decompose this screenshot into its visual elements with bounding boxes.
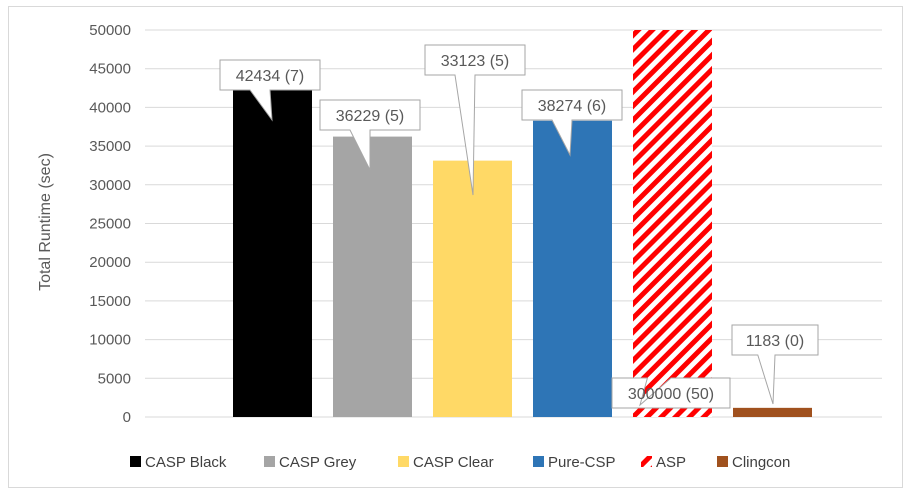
legend-item-casp-black: CASP Black: [130, 454, 227, 471]
y-tick-label: 20000: [89, 254, 131, 271]
callout-box: [521, 89, 623, 157]
y-tick-label: 0: [123, 409, 131, 426]
legend-label: CASP Clear: [413, 454, 494, 471]
y-tick-label: 10000: [89, 332, 131, 349]
legend-item-pure-csp: Pure-CSP: [533, 454, 616, 471]
data-label: 1183 (0): [746, 333, 804, 350]
y-tick-label: 15000: [89, 293, 131, 310]
data-label: 36229 (5): [336, 108, 405, 125]
data-label-callout: 42434 (7): [219, 59, 321, 122]
data-label: 300000 (50): [628, 386, 714, 403]
bar-casp-grey: [333, 136, 412, 418]
legend-swatch: [717, 456, 728, 467]
callout-box: [424, 44, 526, 196]
legend-swatch: [130, 456, 141, 467]
legend-item-casp-grey: CASP Grey: [264, 454, 357, 471]
bar-clingcon: [733, 407, 812, 417]
data-label: 38274 (6): [538, 98, 607, 115]
callout-box: [731, 324, 819, 405]
legend-item-asp: ASP: [641, 454, 686, 471]
y-tick-label: 25000: [89, 216, 131, 233]
bar-casp-black: [233, 88, 312, 417]
legend-label: ASP: [656, 454, 686, 471]
callout-box: [219, 59, 321, 122]
legend-swatch: [398, 456, 409, 467]
y-tick-label: 35000: [89, 138, 131, 155]
y-tick-label: 45000: [89, 61, 131, 78]
data-labels: 42434 (7) 36229 (5) 33123 (5) 38274 (6) 3000…: [219, 44, 819, 409]
legend-item-casp-clear: CASP Clear: [398, 454, 494, 471]
legend-label: Clingcon: [732, 454, 790, 471]
y-tick-label: 30000: [89, 177, 131, 194]
y-axis-label: Total Runtime (sec): [37, 153, 54, 291]
data-label-callout: 300000 (50): [611, 377, 731, 409]
bar-asp: [633, 30, 712, 417]
data-label: 33123 (5): [441, 53, 510, 70]
legend-label: CASP Grey: [279, 454, 357, 471]
data-label-callout: 33123 (5): [424, 44, 526, 196]
bars: [233, 30, 812, 418]
y-tick-label: 40000: [89, 99, 131, 116]
data-label: 42434 (7): [236, 68, 305, 85]
legend-swatch: [641, 456, 652, 467]
data-label-callout: 38274 (6): [521, 89, 623, 157]
y-tick-label: 5000: [98, 370, 131, 387]
legend-label: Pure-CSP: [548, 454, 616, 471]
legend-item-clingcon: Clingcon: [717, 454, 790, 471]
data-label-callout: 1183 (0): [731, 324, 819, 405]
data-label-callout: 36229 (5): [319, 99, 421, 171]
legend-swatch: [264, 456, 275, 467]
y-tick-label: 50000: [89, 22, 131, 39]
bar-pure-csp: [533, 120, 612, 417]
callout-box: [319, 99, 421, 171]
callout-box: [611, 377, 731, 409]
legend-swatch: [533, 456, 544, 467]
y-axis-ticks: 0 5000 10000 15000 20000 25000 30000 35000 40000…: [89, 22, 131, 426]
legend-label: CASP Black: [145, 454, 227, 471]
legend: CASP Black CASP Grey CASP Clear Pure-CSP ASP…: [130, 454, 790, 471]
bar-casp-clear: [433, 160, 512, 417]
